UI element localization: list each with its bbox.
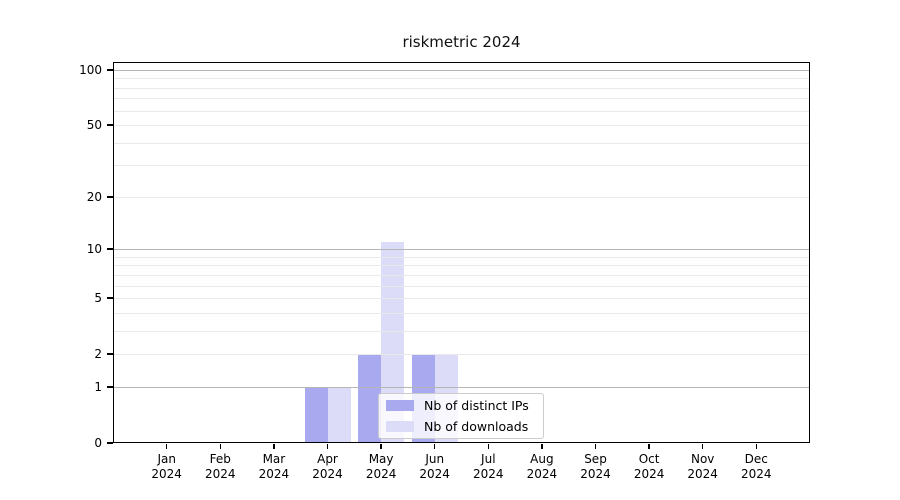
x-tick-label: Feb 2024 — [188, 452, 252, 482]
x-tick-mark — [380, 444, 382, 449]
gridline-minor — [113, 354, 810, 356]
bar-distinct-ips-may — [358, 354, 382, 443]
x-tick-month: Sep — [584, 452, 607, 466]
y-tick-label: 5 — [94, 291, 102, 306]
bar-distinct-ips-apr — [304, 386, 328, 443]
gridline-minor — [113, 256, 810, 258]
x-tick-year: 2024 — [151, 467, 182, 481]
x-tick-year: 2024 — [473, 467, 504, 481]
x-tick-month: Oct — [638, 452, 660, 466]
x-tick-label: Apr 2024 — [296, 452, 360, 482]
legend-label-downloads: Nb of downloads — [424, 419, 529, 434]
gridline-minor — [113, 165, 810, 167]
gridline-minor — [113, 312, 810, 314]
legend-label-distinct-ips: Nb of distinct IPs — [424, 398, 529, 413]
y-tick-mark — [107, 248, 113, 250]
y-tick-label: 0 — [94, 436, 102, 450]
legend-swatch-distinct-ips — [386, 400, 414, 411]
gridline-major — [113, 249, 810, 251]
gridline-major — [113, 386, 810, 388]
gridline-minor — [113, 196, 810, 198]
x-tick-mark — [273, 444, 275, 449]
x-tick-label: Nov 2024 — [671, 452, 735, 482]
x-tick-year: 2024 — [687, 467, 718, 481]
x-tick-year: 2024 — [633, 467, 665, 481]
legend-swatch-downloads — [386, 421, 414, 432]
x-tick-month: Jun — [425, 452, 445, 466]
legend: Nb of distinct IPs Nb of downloads — [378, 393, 544, 439]
gridline-minor — [113, 110, 810, 112]
y-tick-mark — [107, 124, 113, 126]
gridline-minor — [113, 125, 810, 127]
gridline-minor — [113, 285, 810, 287]
y-tick-label: 50 — [86, 118, 102, 133]
grid-layer — [113, 62, 810, 443]
x-tick-year: 2024 — [205, 467, 236, 481]
x-tick-month: Mar — [262, 452, 286, 466]
y-tick-mark — [107, 69, 113, 71]
x-tick-mark — [755, 444, 758, 449]
x-tick-mark — [433, 444, 436, 449]
gridline-minor — [113, 298, 810, 300]
x-tick-mark — [165, 444, 168, 449]
x-tick-month: Aug — [530, 452, 554, 466]
x-tick-month: Feb — [209, 452, 231, 466]
legend-item-distinct-ips: Nb of distinct IPs — [379, 397, 543, 415]
x-tick-label: Sep 2024 — [564, 452, 628, 482]
x-tick-month: Jul — [481, 452, 496, 466]
x-tick-month: Apr — [317, 452, 338, 466]
gridline-minor — [113, 142, 810, 144]
gridline-minor — [113, 274, 810, 276]
gridline-major — [113, 70, 810, 71]
y-tick-mark — [107, 442, 113, 444]
x-tick-year: 2024 — [580, 467, 611, 481]
x-tick-month: Jan — [157, 452, 176, 466]
x-tick-mark — [701, 444, 704, 449]
x-tick-year: 2024 — [365, 467, 397, 481]
y-tick-mark — [107, 353, 113, 355]
x-tick-mark — [326, 444, 329, 449]
y-tick-label: 1 — [94, 379, 102, 394]
x-tick-month: Nov — [690, 452, 715, 466]
x-tick-mark — [541, 444, 543, 449]
x-tick-year: 2024 — [258, 467, 290, 481]
x-tick-year: 2024 — [741, 467, 772, 481]
y-tick-mark — [107, 196, 113, 198]
x-tick-month: Dec — [744, 452, 768, 466]
x-tick-year: 2024 — [312, 467, 343, 481]
x-tick-year: 2024 — [526, 467, 558, 481]
x-tick-label: Jul 2024 — [456, 452, 520, 482]
y-tick-label: 2 — [94, 347, 102, 362]
gridline-minor — [113, 78, 810, 80]
y-tick-mark — [107, 297, 113, 299]
y-tick-label: 20 — [86, 189, 102, 204]
chart-title: riskmetric 2024 — [402, 33, 521, 51]
legend-item-downloads: Nb of downloads — [379, 418, 543, 436]
x-tick-mark — [219, 444, 222, 449]
x-tick-month: May — [368, 452, 394, 466]
gridline-minor — [113, 87, 810, 89]
y-tick-mark — [107, 386, 113, 388]
gridline-minor — [113, 98, 810, 100]
x-tick-label: Jan 2024 — [135, 452, 199, 482]
x-tick-label: May 2024 — [349, 452, 413, 482]
x-tick-label: Dec 2024 — [724, 452, 788, 482]
x-tick-year: 2024 — [419, 467, 450, 481]
x-tick-label: Mar 2024 — [242, 452, 306, 482]
x-tick-label: Jun 2024 — [403, 452, 467, 482]
bar-downloads-may — [381, 242, 405, 443]
bar-downloads-apr — [327, 386, 351, 443]
gridline-minor — [113, 265, 810, 267]
x-tick-label: Oct 2024 — [617, 452, 681, 482]
x-tick-label: Aug 2024 — [510, 452, 574, 482]
y-tick-label: 100 — [79, 63, 102, 77]
x-tick-mark — [594, 444, 597, 449]
gridline-minor — [113, 330, 810, 332]
x-tick-mark — [648, 444, 650, 449]
y-tick-label: 10 — [86, 242, 102, 257]
x-tick-mark — [487, 444, 490, 449]
plot-area — [113, 62, 810, 443]
